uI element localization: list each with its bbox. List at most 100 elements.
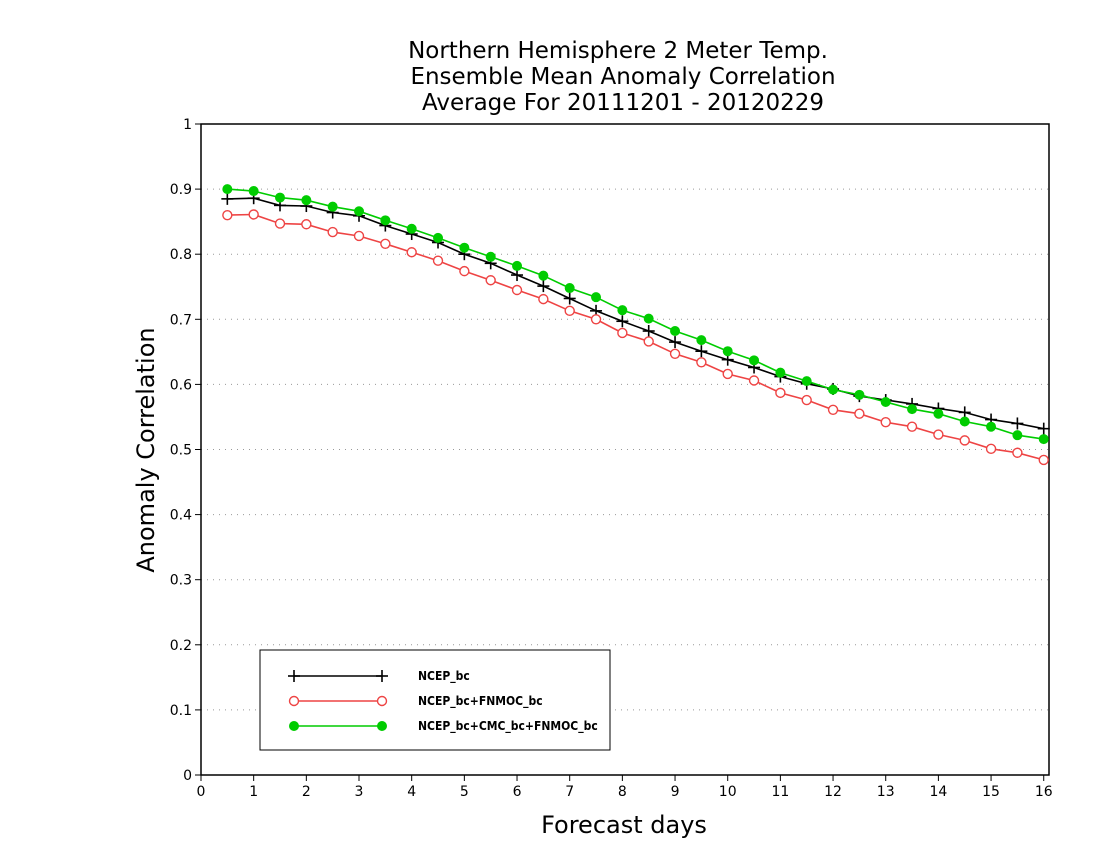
series-0-point-11: [511, 269, 524, 282]
y-tick-label-1: 0.1: [170, 703, 192, 719]
legend-marker-start-2: [289, 721, 299, 731]
series-2-point-21: [775, 367, 786, 378]
series-0-point-15: [616, 315, 629, 328]
series-2-point-27: [933, 408, 944, 419]
series-1-point-10: [485, 275, 496, 286]
series-2-point-2: [275, 192, 286, 203]
series-1-point-22: [801, 394, 812, 406]
x-tick-label-10: 10: [719, 784, 737, 800]
series-2-point-9: [459, 242, 470, 253]
x-tick-label-0: 0: [197, 784, 206, 800]
series-1-point-2: [274, 218, 286, 229]
series-2-point-8: [433, 232, 444, 243]
series-2-point-23: [828, 384, 839, 395]
series-2-point-20: [749, 355, 760, 366]
series-1: [222, 209, 1049, 466]
legend-marker-end-1: [376, 695, 388, 707]
series-0: [221, 192, 1050, 435]
series-2-point-3: [301, 195, 312, 206]
series-line-2: [227, 188, 1044, 440]
series-1-point-28: [959, 435, 970, 446]
x-tick-label-4: 4: [407, 784, 416, 800]
series-0-point-18: [695, 345, 708, 358]
series-2-point-7: [406, 223, 417, 234]
x-tick-label-11: 11: [771, 784, 789, 800]
x-tick-label-1: 1: [249, 784, 258, 800]
series-2-point-26: [907, 404, 918, 415]
series-0-point-12: [537, 280, 550, 293]
y-tick-label-9: 0.9: [170, 182, 192, 198]
legend-marker-end-2: [377, 721, 387, 731]
series-2-point-22: [801, 376, 812, 387]
series-1-point-4: [327, 226, 338, 238]
series-0-point-28: [958, 406, 971, 419]
legend-label-0: NCEP_bc: [418, 669, 470, 684]
series-1-point-9: [459, 265, 470, 277]
legend-marker-start-0: [288, 670, 300, 682]
series-2-point-25: [880, 396, 891, 407]
series-2-point-19: [722, 346, 733, 357]
series-1-point-31: [1038, 454, 1049, 466]
y-tick-label-6: 0.6: [170, 377, 192, 393]
series-1-point-11: [511, 284, 523, 296]
series-2-point-1: [248, 186, 259, 197]
series-2-point-11: [512, 260, 523, 271]
y-axis-label: Anomaly Correlation: [132, 327, 160, 572]
chart-title: Northern Hemisphere 2 Meter Temp. Ensemb…: [408, 38, 835, 116]
gridlines: [201, 188, 1049, 711]
series-0-point-31: [1037, 422, 1050, 435]
series-0-point-30: [1011, 417, 1024, 430]
x-tick-label-9: 9: [671, 784, 680, 800]
series-1-point-3: [301, 219, 312, 230]
y-tick-label-3: 0.3: [170, 573, 192, 589]
series-1-point-7: [406, 247, 417, 258]
series-1-point-23: [827, 404, 839, 415]
x-tick-label-3: 3: [355, 784, 364, 800]
series-1-point-0: [222, 209, 233, 221]
series-1-point-25: [880, 416, 891, 428]
series-1-point-18: [696, 357, 707, 368]
y-axis-ticks: 0 0.1 0.2 0.3 0.4 0.5 0.6 0.7 0.8 0.9 1: [170, 117, 201, 784]
y-tick-label-2: 0.2: [170, 638, 192, 654]
x-tick-label-16: 16: [1035, 784, 1053, 800]
legend-label-2: NCEP_bc+CMC_bc+FNMOC_bc: [418, 719, 598, 734]
y-tick-label-10: 1: [183, 117, 192, 133]
series-2-point-29: [986, 421, 997, 432]
series-1-point-15: [617, 327, 628, 339]
y-tick-label-7: 0.7: [170, 312, 192, 328]
series-1-point-5: [353, 230, 365, 242]
series-0-point-13: [563, 292, 576, 305]
x-tick-label-12: 12: [824, 784, 842, 800]
series-1-point-17: [669, 348, 681, 360]
series-2-point-5: [354, 206, 365, 217]
series-0-point-16: [642, 325, 655, 338]
series-line-0: [227, 197, 1044, 430]
series-1-point-8: [432, 255, 444, 266]
title-line-1: Northern Hemisphere 2 Meter Temp.: [408, 38, 828, 64]
x-tick-label-14: 14: [929, 784, 947, 800]
x-tick-label-6: 6: [513, 784, 522, 800]
y-tick-label-8: 0.8: [170, 247, 192, 263]
series-2-point-6: [380, 215, 391, 226]
series-1-point-19: [722, 368, 733, 380]
series-1-point-30: [1012, 447, 1023, 458]
series-line-1: [227, 213, 1044, 461]
series-2-point-24: [854, 389, 865, 400]
y-tick-label-4: 0.4: [170, 508, 192, 524]
x-axis-ticks: 0 1 2 3 4 5 6 7 8 9 10 11 12 13 14 15 16: [197, 775, 1053, 800]
series-2: [222, 184, 1049, 445]
series-2-point-18: [696, 335, 707, 346]
legend-item-2: NCEP_bc+CMC_bc+FNMOC_bc: [289, 719, 598, 734]
legend-box: [259, 649, 611, 751]
series-1-point-24: [854, 408, 865, 419]
series-2-point-10: [485, 251, 496, 262]
legend: NCEP_bc NCEP_bc+FNMOC_bc NCEP_bc+CMC_bc+FN…: [259, 649, 611, 751]
x-tick-label-13: 13: [877, 784, 895, 800]
series-1-point-21: [775, 387, 786, 399]
x-tick-label-5: 5: [460, 784, 469, 800]
x-axis-label: Forecast days: [541, 811, 707, 839]
x-tick-label-15: 15: [982, 784, 1000, 800]
series-0-point-17: [669, 336, 682, 349]
y-tick-label-5: 0.5: [170, 443, 192, 459]
